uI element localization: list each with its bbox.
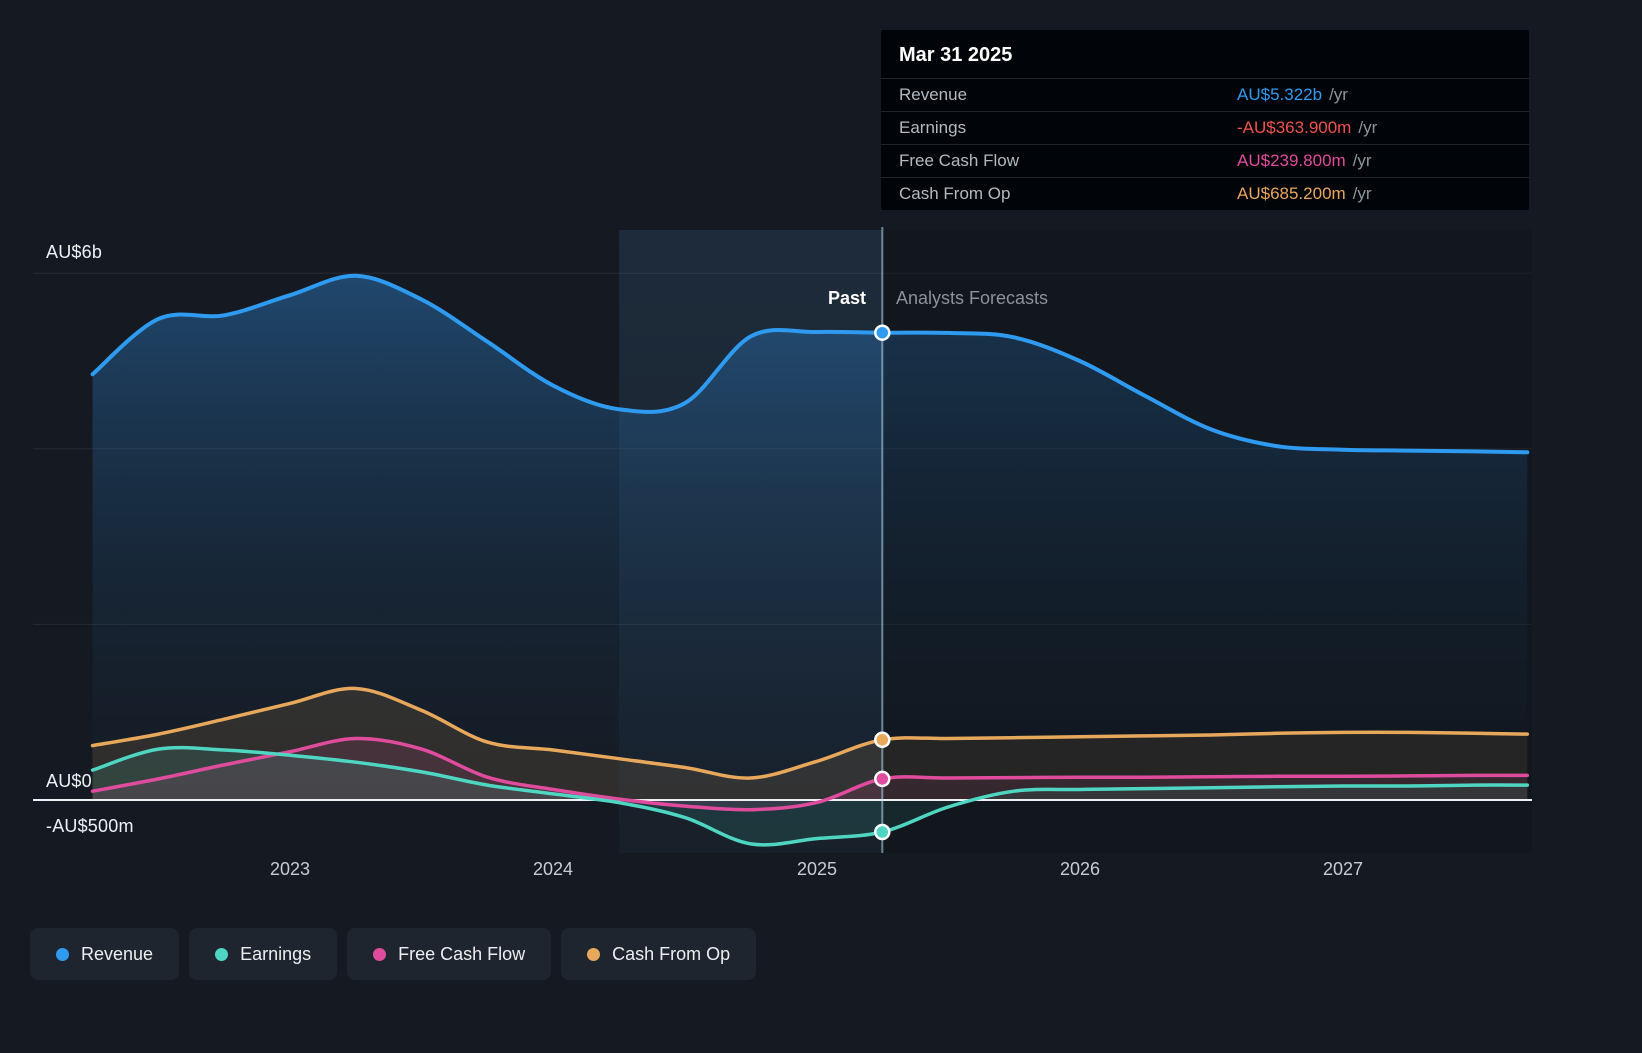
chart-legend: Revenue Earnings Free Cash Flow Cash Fro… (30, 928, 757, 980)
y-axis-label-6b: AU$6b (46, 242, 103, 262)
tooltip-row-revenue: Revenue AU$5.322b /yr (881, 78, 1529, 111)
x-axis-label-2024: 2024 (532, 859, 574, 879)
tooltip-unit-earnings: /yr (1358, 118, 1378, 137)
x-axis-label-2025: 2025 (796, 859, 838, 879)
x-axis-label-2023: 2023 (269, 859, 311, 879)
legend-label-earnings: Earnings (240, 943, 312, 964)
cash-from-op-dot-icon (587, 947, 601, 961)
legend-item-cash-from-op[interactable]: Cash From Op (561, 928, 757, 980)
tooltip-label-revenue: Revenue (899, 85, 968, 104)
tooltip-date: Mar 31 2025 (899, 44, 1013, 66)
tooltip-unit-revenue: /yr (1329, 85, 1348, 104)
free-cash-flow-dot-icon (373, 947, 387, 961)
tooltip-row-earnings: Earnings -AU$363.900m /yr (881, 111, 1529, 144)
x-axis-label-2026: 2026 (1059, 859, 1101, 879)
tooltip-row-free-cash-flow: Free Cash Flow AU$239.800m /yr (881, 144, 1529, 177)
y-axis-label-0: AU$0 (46, 771, 92, 791)
earnings-dot-icon (215, 947, 229, 961)
legend-label-cash-from-op: Cash From Op (612, 943, 731, 964)
legend-item-revenue[interactable]: Revenue (30, 928, 180, 980)
tooltip-unit-cash-from-op: /yr (1352, 184, 1372, 203)
y-axis-label-neg500m: -AU$500m (46, 816, 134, 836)
tooltip-value-cash-from-op: AU$685.200m (1237, 184, 1346, 203)
tooltip-label-free-cash-flow: Free Cash Flow (899, 151, 1019, 170)
tooltip-label-cash-from-op: Cash From Op (899, 184, 1011, 203)
tooltip-row-cash-from-op: Cash From Op AU$685.200m /yr (881, 177, 1529, 210)
analysts-forecasts-label: Analysts Forecasts (896, 288, 1049, 308)
legend-item-free-cash-flow[interactable]: Free Cash Flow (347, 928, 552, 980)
tooltip-value-revenue: AU$5.322b (1237, 85, 1323, 104)
legend-label-revenue: Revenue (81, 943, 154, 964)
tooltip-unit-free-cash-flow: /yr (1352, 151, 1372, 170)
data-tooltip: Mar 31 2025 Revenue AU$5.322b /yr Earnin… (881, 30, 1529, 210)
tooltip-value-earnings: -AU$363.900m (1237, 118, 1352, 137)
past-label: Past (827, 288, 866, 308)
legend-item-earnings[interactable]: Earnings (189, 928, 338, 980)
x-axis-label-2027: 2027 (1322, 859, 1364, 879)
tooltip-label-earnings: Earnings (899, 118, 967, 137)
legend-label-free-cash-flow: Free Cash Flow (398, 943, 526, 964)
tooltip-value-free-cash-flow: AU$239.800m (1237, 151, 1346, 170)
revenue-dot-icon (56, 947, 69, 961)
